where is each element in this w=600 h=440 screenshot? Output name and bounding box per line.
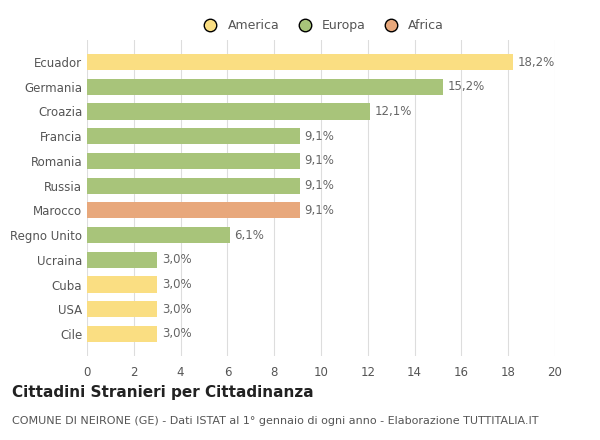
Bar: [87, 301, 157, 317]
Bar: [87, 103, 370, 120]
Bar: [87, 227, 230, 243]
Bar: [87, 252, 157, 268]
Text: 3,0%: 3,0%: [162, 303, 191, 316]
Bar: [87, 202, 300, 218]
Bar: [87, 128, 300, 144]
Text: 9,1%: 9,1%: [305, 130, 334, 143]
Bar: [87, 276, 157, 293]
Bar: [87, 326, 157, 342]
Text: COMUNE DI NEIRONE (GE) - Dati ISTAT al 1° gennaio di ogni anno - Elaborazione TU: COMUNE DI NEIRONE (GE) - Dati ISTAT al 1…: [12, 416, 539, 426]
Bar: [87, 54, 513, 70]
Text: Cittadini Stranieri per Cittadinanza: Cittadini Stranieri per Cittadinanza: [12, 385, 314, 400]
Text: 3,0%: 3,0%: [162, 278, 191, 291]
Bar: [87, 79, 443, 95]
Text: 9,1%: 9,1%: [305, 204, 334, 217]
Text: 15,2%: 15,2%: [448, 80, 485, 93]
Bar: [87, 178, 300, 194]
Text: 3,0%: 3,0%: [162, 327, 191, 341]
Text: 9,1%: 9,1%: [305, 179, 334, 192]
Text: 18,2%: 18,2%: [518, 55, 555, 69]
Text: 12,1%: 12,1%: [375, 105, 412, 118]
Text: 9,1%: 9,1%: [305, 154, 334, 167]
Text: 3,0%: 3,0%: [162, 253, 191, 266]
Legend: America, Europa, Africa: America, Europa, Africa: [193, 14, 449, 37]
Bar: [87, 153, 300, 169]
Text: 6,1%: 6,1%: [235, 229, 264, 242]
